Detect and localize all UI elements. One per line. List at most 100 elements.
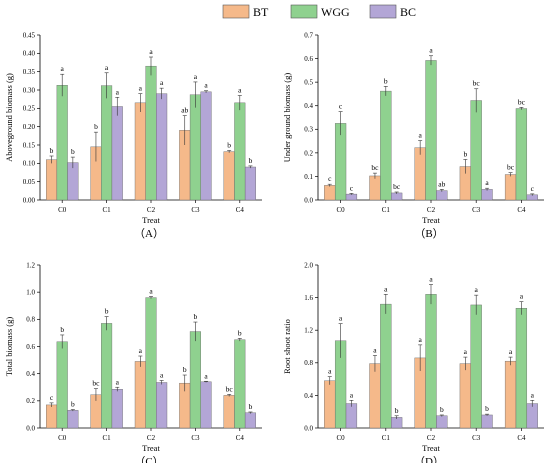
x-tick-label: C0: [58, 206, 67, 214]
bar-bc-c1: [111, 106, 123, 201]
significance-letter: a: [373, 345, 377, 354]
significance-letter: a: [194, 72, 198, 81]
x-tick-label: C4: [517, 434, 526, 442]
significance-letter: b: [105, 307, 109, 316]
y-tick-label: 0.20: [23, 123, 36, 131]
significance-letter: a: [139, 346, 143, 355]
bar-bc-c0: [67, 410, 79, 429]
legend-swatch-bc: [369, 4, 397, 19]
bar-bt-c4: [504, 174, 517, 201]
significance-letter: a: [429, 275, 433, 284]
bar-bt-c0: [324, 380, 336, 429]
panel-caption: （C）: [134, 455, 163, 463]
y-tick-label: 0.0: [304, 424, 313, 432]
significance-letter: a: [238, 86, 242, 95]
significance-letter: c: [350, 183, 354, 192]
x-tick-label: C2: [427, 206, 436, 214]
bar-bc-c0: [67, 162, 79, 201]
bar-wgg-c0: [56, 85, 68, 201]
significance-letter: b: [227, 141, 231, 150]
y-tick-label: 0.6: [26, 343, 35, 351]
chart-panel-2: 0.00.10.20.30.40.50.60.7C0cccC1bcbbcC2aa…: [282, 31, 544, 240]
significance-letter: c: [328, 174, 332, 183]
x-tick-label: C3: [191, 434, 200, 442]
x-tick-label: C0: [337, 434, 346, 442]
y-tick-label: 0.1: [304, 173, 313, 181]
y-tick-label: 0.8: [304, 359, 313, 367]
x-tick-label: C4: [517, 206, 526, 214]
bar-bt-c1: [369, 175, 381, 201]
bar-wgg-c3: [470, 304, 482, 429]
significance-letter: a: [61, 64, 65, 73]
x-axis-label: Treat: [422, 215, 440, 225]
significance-letter: a: [149, 287, 153, 296]
bar-bt-c2: [134, 361, 146, 429]
y-axis-label: Total biomass (g): [4, 317, 14, 377]
bar-wgg-c1: [101, 323, 113, 429]
y-tick-label: 0.2: [304, 149, 313, 157]
significance-letter: b: [249, 402, 253, 411]
significance-letter: bc: [92, 379, 100, 388]
chart-panel-1: 0.00 0.05 0.10 0.15 0.20 0.25 0.30 0.35 0.40 0.45…: [4, 31, 262, 240]
significance-letter: b: [440, 405, 444, 414]
significance-letter: a: [160, 370, 164, 379]
y-tick-label: 0.4: [304, 392, 313, 400]
y-tick-label: 0.40: [23, 50, 36, 58]
significance-letter: b: [71, 147, 75, 156]
bar-bt-c1: [369, 363, 381, 429]
bar-bc-c2: [436, 190, 448, 201]
legend-label-bc: BC: [400, 5, 416, 19]
y-tick-label: 0.5: [304, 79, 313, 87]
significance-letter: bc: [473, 79, 481, 88]
x-tick-label: C3: [191, 206, 200, 214]
y-tick-label: 0.4: [304, 102, 313, 110]
significance-letter: b: [485, 404, 489, 413]
x-tick-label: C0: [58, 434, 67, 442]
legend-label-bt: BT: [253, 5, 269, 19]
significance-letter: bc: [507, 163, 515, 172]
bar-bt-c4: [223, 395, 235, 429]
y-tick-label: 0.45: [23, 31, 36, 39]
significance-letter: bc: [518, 97, 526, 106]
bar-bc-c2: [156, 93, 168, 201]
significance-letter: a: [520, 292, 524, 301]
significance-letter: a: [384, 284, 388, 293]
x-tick-label: C1: [103, 434, 112, 442]
x-tick-label: C1: [382, 434, 391, 442]
x-axis-label: Treat: [142, 215, 160, 225]
significance-letter: b: [71, 400, 75, 409]
panel-caption: （B）: [414, 227, 443, 240]
y-tick-label: 0.6: [304, 55, 313, 63]
significance-letter: b: [183, 365, 187, 374]
bar-bt-c4: [223, 151, 235, 201]
bar-bc-c3: [481, 414, 493, 429]
chart-panel-3: 0.0 0.2 0.4 0.6 0.8 1.0 1.2 C0 c b b C1 bc b a C2 a a a C3 b…: [4, 261, 262, 463]
significance-letter: b: [249, 156, 253, 165]
y-tick-label: 0.7: [304, 31, 313, 39]
bar-wgg-c4: [234, 339, 246, 429]
bar-bt-c4: [504, 360, 517, 429]
bar-wgg-c2: [145, 297, 157, 429]
significance-letter: ab: [181, 106, 188, 115]
bar-wgg-c3: [189, 94, 201, 201]
y-axis-label: Under ground biomass (g): [282, 73, 292, 163]
legend-swatch-bt: [222, 4, 250, 19]
x-tick-label: C0: [337, 206, 346, 214]
significance-letter: bc: [393, 182, 401, 191]
bar-wgg-c2: [425, 60, 437, 201]
x-tick-label: C3: [472, 434, 481, 442]
bar-bc-c3: [200, 91, 212, 201]
significance-letter: a: [350, 390, 354, 399]
bar-wgg-c2: [145, 65, 157, 201]
significance-letter: b: [94, 122, 98, 131]
significance-letter: a: [418, 335, 422, 344]
bar-bt-c2: [414, 147, 426, 201]
bar-bc-c2: [436, 415, 448, 429]
significance-letter: a: [204, 371, 208, 380]
significance-letter: b: [238, 328, 242, 337]
bar-bc-c1: [391, 192, 403, 201]
y-tick-label: 0.00: [23, 196, 36, 204]
legend-label-wgg: WGG: [321, 5, 350, 19]
significance-letter: b: [384, 76, 388, 85]
